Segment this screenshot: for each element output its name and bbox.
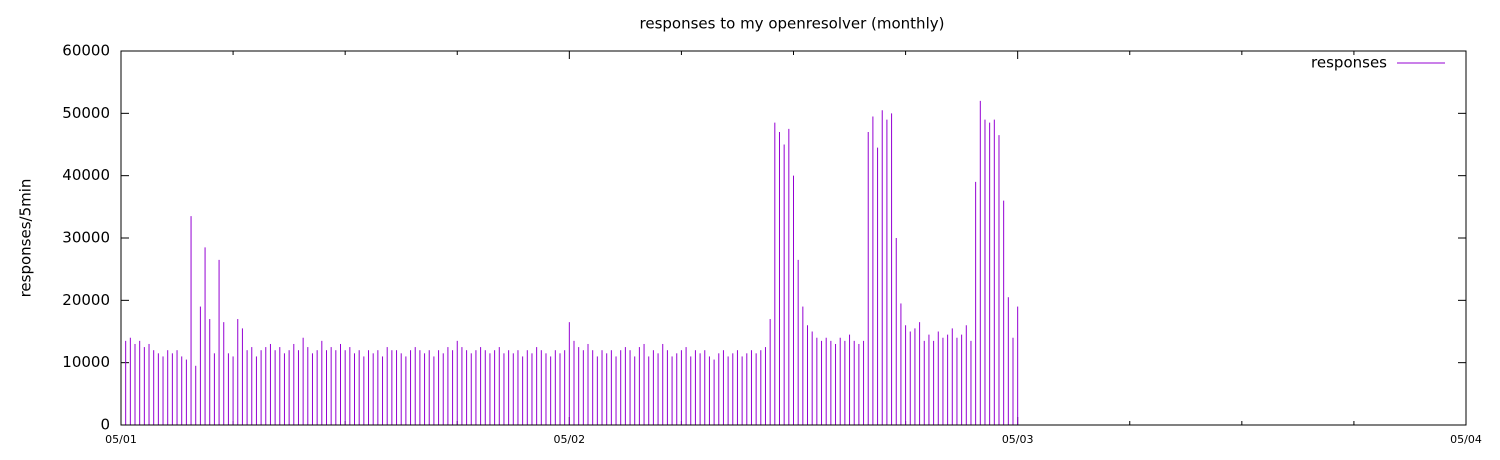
x-tick-label: 05/04 xyxy=(1450,433,1482,446)
y-tick-label: 40000 xyxy=(62,166,110,184)
plot-border xyxy=(120,50,1467,426)
y-tick-label: 60000 xyxy=(62,42,110,60)
y-tick-label: 50000 xyxy=(62,104,110,122)
x-tick-label: 05/03 xyxy=(1002,433,1034,446)
y-axis-label: responses/5min xyxy=(17,179,35,298)
y-tick-label: 30000 xyxy=(62,229,110,247)
x-tick-label: 05/01 xyxy=(105,433,137,446)
y-tick-label: 0 xyxy=(100,416,110,434)
chart-title: responses to my openresolver (monthly) xyxy=(640,15,945,33)
y-tick-label: 20000 xyxy=(62,291,110,309)
y-tick-label: 10000 xyxy=(62,353,110,371)
legend-label: responses xyxy=(1311,54,1387,72)
x-tick-label: 05/02 xyxy=(553,433,585,446)
